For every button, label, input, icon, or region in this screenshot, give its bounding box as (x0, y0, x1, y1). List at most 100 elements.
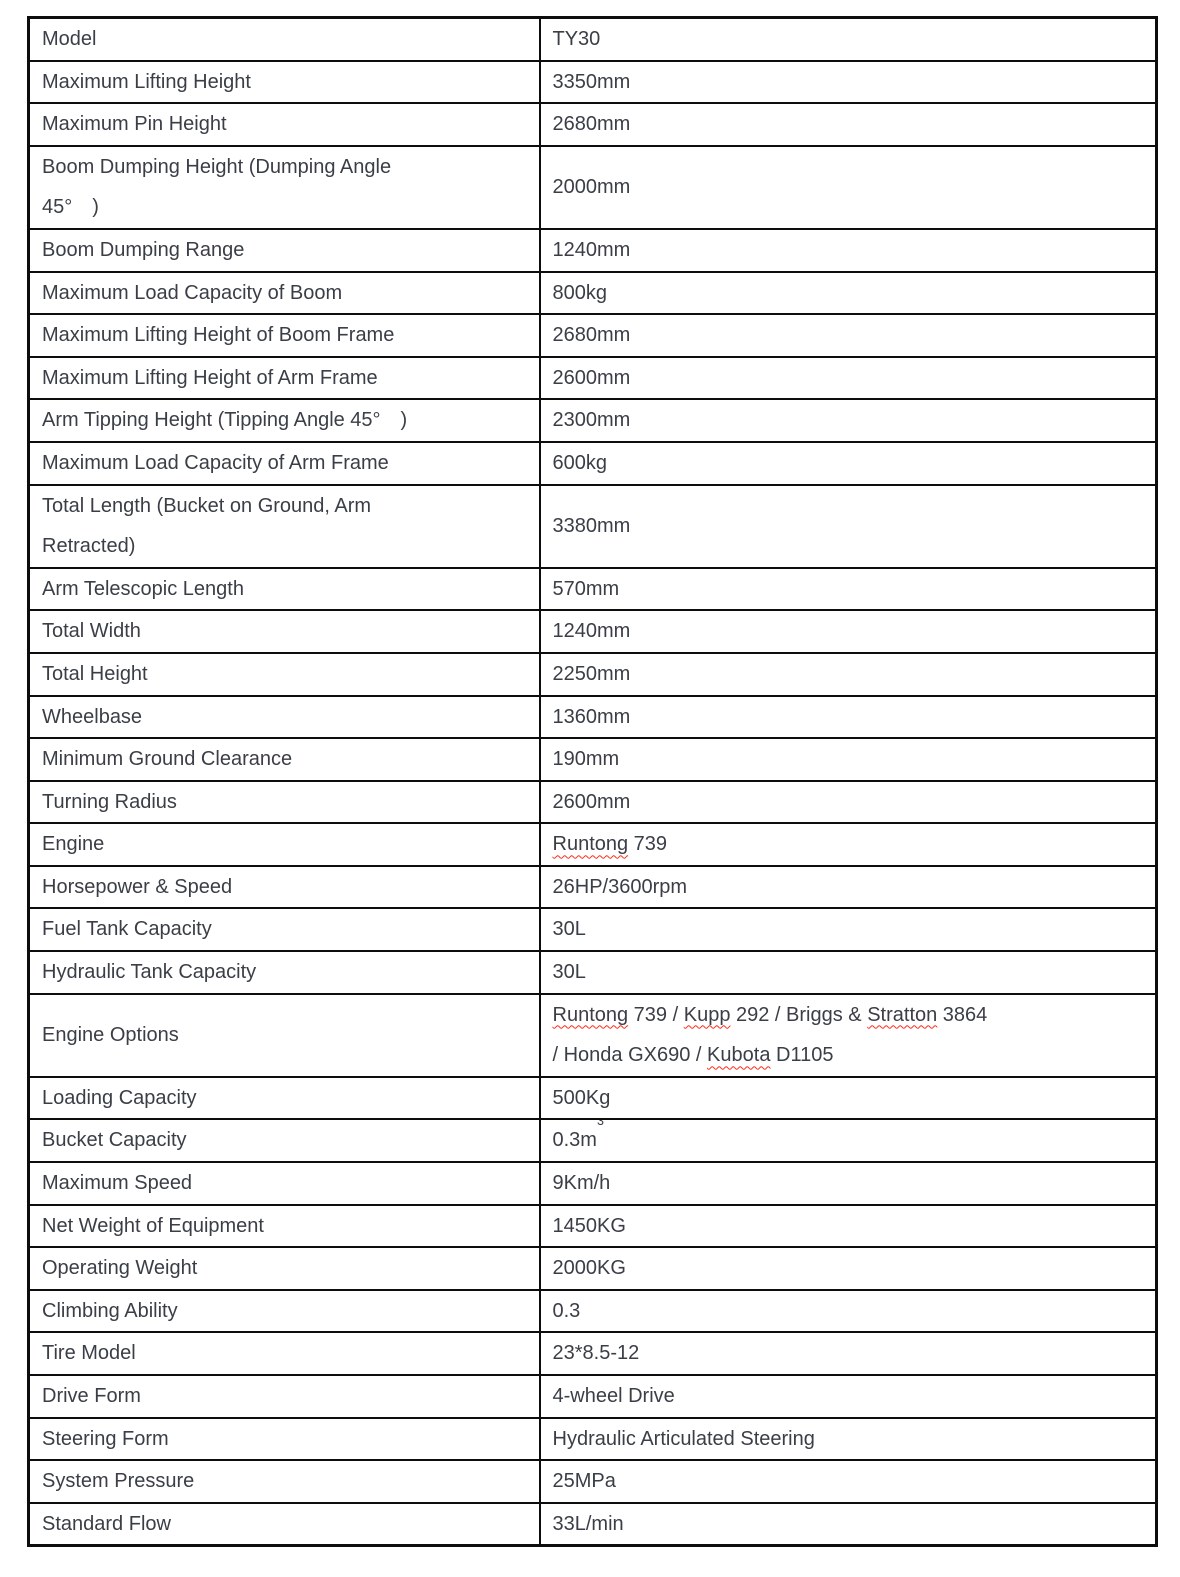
spec-value-cell: 1240mm (538, 609, 1158, 654)
text-segment: Climbing Ability (42, 1299, 178, 1322)
misspelled-word: Kubota (707, 1044, 771, 1067)
table-row: Fuel Tank Capacity 30L (27, 907, 1158, 953)
text-segment: Retracted) (42, 535, 136, 558)
spec-value-cell: 2250mm (538, 651, 1158, 697)
spec-label-cell: Minimum Ground Clearance (27, 737, 541, 782)
text-segment: 23*8.5-12 (552, 1342, 640, 1365)
text-segment: Maximum Speed (42, 1172, 193, 1195)
text-segment: Maximum Lifting Height (42, 70, 251, 93)
text-segment: 739 (628, 833, 668, 856)
text-segment: Maximum Pin Height (42, 113, 227, 136)
spec-value-cell: 2000KG (538, 1246, 1158, 1291)
table-row: Maximum Load Capacity of Arm Frame 600kg (27, 440, 1158, 486)
spec-value-cell: 4-wheel Drive (538, 1374, 1158, 1419)
table-row: Loading Capacity 500Kg (27, 1075, 1158, 1121)
text-segment: 600kg (552, 451, 608, 474)
spec-value-cell: 25MPa (538, 1459, 1158, 1504)
text-segment: 800kg (552, 281, 608, 304)
text-segment: Engine (42, 833, 105, 856)
text-segment: Drive Form (42, 1385, 141, 1407)
spec-value-cell: 0.3 (538, 1288, 1158, 1334)
table-row: Arm Telescopic Length 570mm (27, 566, 1158, 612)
spec-value-cell: 2600mm (538, 355, 1158, 401)
text-segment: 25MPa (552, 1470, 616, 1493)
text-segment: Operating Weight (42, 1257, 198, 1280)
text-segment: Turning Radius (42, 790, 177, 813)
text-segment: Maximum Lifting Height of Boom Frame (42, 324, 395, 347)
text-segment: 739 / (628, 1003, 684, 1026)
text-segment: 3380mm (552, 514, 631, 537)
spec-value-cell: 3380mm (538, 483, 1158, 569)
table-row: Boom Dumping Range 1240mm (27, 227, 1158, 273)
spec-value-cell: 1240mm (538, 227, 1158, 273)
table-row: Total Height 2250mm (27, 651, 1158, 697)
text-segment: 1240mm (552, 238, 631, 261)
spec-label-cell: Arm Tipping Height (Tipping Angle 45° ) (27, 398, 541, 443)
spec-label-cell: Net Weight of Equipment (27, 1203, 541, 1249)
spec-label-cell: Total Height (27, 651, 541, 697)
text-segment: 3350mm (552, 70, 631, 93)
text-segment: Minimum Ground Clearance (42, 748, 293, 771)
spec-label-cell: Engine (27, 822, 541, 867)
table-row: Climbing Ability 0.3 (27, 1288, 1158, 1334)
spec-value-cell: 1360mm (538, 694, 1158, 740)
text-segment: Standard Flow (42, 1512, 171, 1535)
text-segment: 2250mm (552, 662, 631, 685)
table-row: Standard Flow 33L/min (27, 1501, 1158, 1547)
spec-label-cell: Wheelbase (27, 694, 541, 740)
table-row: Minimum Ground Clearance 190mm (27, 737, 1158, 782)
text-segment: Boom Dumping Height (Dumping Angle (42, 155, 392, 178)
table-row: Net Weight of Equipment 1450KG (27, 1203, 1158, 1249)
text-segment: Maximum Lifting Height of Arm Frame (42, 366, 378, 389)
spec-label-cell: Steering Form (27, 1416, 541, 1462)
text-segment: 26HP/3600rpm (552, 875, 688, 898)
spec-label-cell: Bucket Capacity (27, 1118, 541, 1164)
spec-value-cell: 2680mm (538, 102, 1158, 147)
spec-value-cell: 500Kg (538, 1075, 1158, 1121)
text-segment: Steering Form (42, 1427, 169, 1450)
spec-table-body: Model TY30 Maximum Lifting Height 3350mm Max… (27, 16, 1158, 1547)
spec-value-cell: Runtong 739 / Kupp 292 / Briggs & Stratt… (538, 992, 1158, 1078)
text-segment: Arm Telescopic Length (42, 577, 244, 600)
text-segment: 30L (552, 961, 586, 984)
spec-value-cell: 600kg (538, 440, 1158, 486)
spec-value-cell: 33L/min (538, 1501, 1158, 1547)
text-segment: 2680mm (552, 324, 631, 347)
table-row: System Pressure 25MPa (27, 1459, 1158, 1504)
spec-value-cell: 2300mm (538, 398, 1158, 443)
text-segment: 30L (552, 918, 586, 941)
text-segment: Fuel Tank Capacity (42, 918, 212, 941)
text-segment: Hydraulic Articulated Steering (552, 1427, 815, 1450)
misspelled-word: Kupp (683, 1003, 731, 1026)
text-segment: 2600mm (552, 790, 631, 813)
table-row: Steering Form Hydraulic Articulated Steer… (27, 1416, 1158, 1462)
spec-value-cell: 26HP/3600rpm (538, 864, 1158, 910)
spec-value-cell: 2000mm (538, 144, 1158, 230)
spec-label-cell: Operating Weight (27, 1246, 541, 1291)
table-row: Hydraulic Tank Capacity 30L (27, 950, 1158, 995)
table-row: Wheelbase 1360mm (27, 694, 1158, 740)
table-row: Maximum Lifting Height 3350mm (27, 59, 1158, 105)
spec-value-cell: 9Km/h (538, 1161, 1158, 1206)
spec-label-cell: Maximum Lifting Height of Boom Frame (27, 313, 541, 358)
spec-label-cell: Engine Options (27, 992, 541, 1078)
table-row: Maximum Lifting Height of Arm Frame 2600m… (27, 355, 1158, 401)
spec-value-cell: Runtong 739 (538, 822, 1158, 867)
spec-label-cell: Loading Capacity (27, 1075, 541, 1121)
table-row: Maximum Load Capacity of Boom 800kg (27, 270, 1158, 316)
spec-value-cell: 3350mm (538, 59, 1158, 105)
table-row: Maximum Speed 9Km/h (27, 1161, 1158, 1206)
text-segment: Model (42, 28, 97, 50)
table-row: Turning Radius 2600mm (27, 779, 1158, 825)
text-segment: 1360mm (552, 705, 631, 728)
text-segment: Bucket Capacity (42, 1129, 187, 1152)
table-row: Engine Options Runtong 739 / Kupp 292 / B… (27, 992, 1158, 1078)
text-segment: 292 / Briggs & (730, 1003, 868, 1026)
text-segment: Tire Model (42, 1342, 136, 1365)
text-segment: 570mm (552, 577, 620, 600)
text-segment: 0.3m (552, 1129, 597, 1152)
spec-label-cell: Maximum Speed (27, 1161, 541, 1206)
table-row: Total Width 1240mm (27, 609, 1158, 654)
text-segment: 1240mm (552, 620, 631, 643)
